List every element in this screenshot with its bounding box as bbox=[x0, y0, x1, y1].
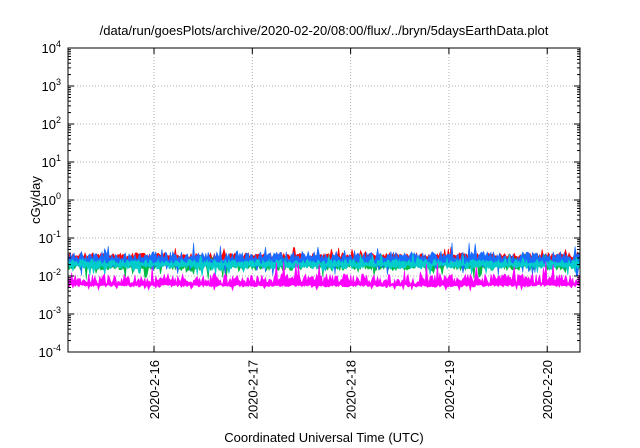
x-tick-label: 2020-2-20 bbox=[540, 360, 555, 419]
y-axis-label: cGy/day bbox=[28, 176, 43, 224]
x-tick-label: 2020-2-19 bbox=[442, 360, 457, 419]
grid-lines bbox=[68, 48, 580, 352]
series-layer bbox=[67, 242, 581, 292]
x-tick-label: 2020-2-16 bbox=[147, 360, 162, 419]
y-axis: 10-4 10-3 10-2 10-1 100 101 102 103 104 bbox=[39, 39, 580, 360]
y-tick-label: 102 bbox=[42, 115, 61, 132]
y-tick-label: 101 bbox=[42, 153, 61, 170]
y-tick-label: 10-2 bbox=[39, 267, 61, 284]
y-tick-label: 10-3 bbox=[39, 305, 61, 322]
y-tick-label: 103 bbox=[42, 77, 61, 94]
y-tick-label: 10-4 bbox=[39, 343, 61, 360]
x-axis: 2020-2-16 2020-2-17 2020-2-18 2020-2-19 2020… bbox=[147, 48, 555, 419]
y-tick-label: 104 bbox=[42, 39, 61, 56]
y-tick-label: 10-1 bbox=[39, 229, 61, 246]
x-axis-label: Coordinated Universal Time (UTC) bbox=[224, 430, 423, 445]
x-tick-label: 2020-2-18 bbox=[344, 360, 359, 419]
x-tick-label: 2020-2-17 bbox=[245, 360, 260, 419]
chart-title: /data/run/goesPlots/archive/2020-02-20/0… bbox=[100, 23, 549, 38]
y-tick-label: 100 bbox=[42, 191, 61, 208]
